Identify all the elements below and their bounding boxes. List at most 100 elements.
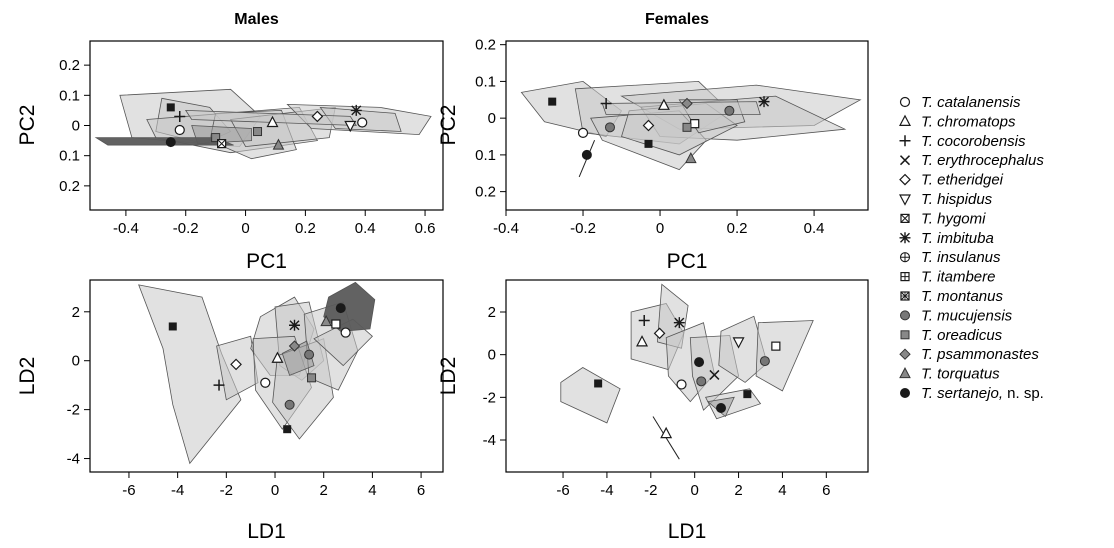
- legend-label: T. psammonastes: [921, 346, 1039, 363]
- points-group: [548, 96, 770, 164]
- data-point: [685, 151, 697, 164]
- data-point: [211, 133, 221, 143]
- legend-label: T. erythrocephalus: [921, 152, 1044, 169]
- x-axis-label: PC1: [246, 250, 287, 273]
- x-tick-label: 0.6: [415, 220, 436, 237]
- x-tick-label: 2: [320, 482, 328, 499]
- legend-label: T. cocorobensis: [921, 133, 1026, 150]
- legend-marker: [900, 272, 910, 282]
- legend-marker: [899, 232, 911, 244]
- y-tick-label: -2: [67, 402, 80, 419]
- legend-label: T. itambere: [921, 269, 995, 286]
- legend-entry: T. hygomi: [900, 210, 986, 227]
- data-point: [230, 358, 242, 371]
- legend-entry: T. mucujensis: [900, 307, 1013, 324]
- data-point: [253, 127, 263, 137]
- legend-label: T. etheridgei: [921, 172, 1004, 189]
- x-tick-label: 0: [691, 482, 699, 499]
- data-point: [682, 122, 692, 132]
- data-point: [357, 117, 368, 128]
- legend-entry: T. psammonastes: [899, 346, 1039, 363]
- y-tick-label: 0.1: [475, 147, 496, 164]
- legend-entry: T. erythrocephalus: [899, 152, 1044, 169]
- plot-frame: [505, 279, 869, 473]
- legend-entry: T. imbituba: [899, 230, 994, 247]
- legend-label: T. chromatops: [921, 113, 1016, 130]
- data-point: [724, 105, 735, 116]
- y-tick-label: 0.1: [59, 148, 80, 165]
- legend-label: T. insulanus: [921, 249, 1001, 266]
- legend-entry: T. hispidus: [899, 191, 993, 208]
- legend-marker: [899, 96, 911, 108]
- hull-8: [601, 101, 761, 115]
- panel-1: -0.4 -0.2 0 0.2 0.4 0.6 0.2 0.1 0 0.1 0.2 PC1 PC2 Mal…: [16, 11, 444, 273]
- data-point: [716, 403, 727, 413]
- hull-10: [94, 137, 234, 146]
- legend-marker: [899, 114, 911, 127]
- x-tick-label: -0.2: [173, 220, 199, 237]
- legend: T. catalanensis T. chromatops T. cocoroben…: [899, 94, 1044, 402]
- legend-marker: [900, 291, 910, 301]
- points-group: [594, 315, 781, 439]
- data-point: [657, 98, 670, 110]
- legend-entry: T. chromatops: [899, 113, 1016, 130]
- y-tick-label: 0.1: [59, 87, 80, 104]
- data-point: [577, 127, 589, 138]
- y-axis-label: LD2: [16, 357, 39, 396]
- data-point: [350, 104, 362, 116]
- legend-label: T. torquatus: [921, 366, 1000, 383]
- legend-entry: T. insulanus: [899, 249, 1001, 266]
- data-point: [168, 322, 177, 331]
- data-point: [166, 103, 175, 112]
- hull-1: [138, 284, 242, 465]
- plot-frame: [89, 279, 444, 473]
- legend-marker: [900, 388, 910, 398]
- data-point: [344, 120, 357, 133]
- legend-marker: [900, 213, 910, 223]
- x-tick-label: 0: [656, 220, 664, 237]
- x-axis-label: LD1: [668, 520, 707, 543]
- x-tick-label: -0.4: [113, 220, 139, 237]
- legend-marker: [899, 348, 911, 360]
- y-tick-label: 0: [72, 118, 80, 135]
- x-tick-label: 6: [417, 482, 425, 499]
- legend-entry: T. catalanensis: [899, 94, 1021, 111]
- legend-label: T. hygomi: [921, 210, 986, 227]
- x-tick-label: -4: [171, 482, 184, 499]
- data-point: [600, 97, 612, 109]
- legend-marker: [899, 252, 911, 263]
- legend-label: T. catalanensis: [921, 94, 1021, 111]
- data-point: [690, 119, 700, 129]
- data-point: [771, 341, 781, 351]
- y-axis-label: PC2: [437, 105, 460, 146]
- data-point: [335, 303, 346, 314]
- data-point: [283, 425, 292, 434]
- legend-label: T. imbituba: [921, 230, 994, 247]
- legend-marker: [899, 194, 911, 206]
- x-tick-label: -2: [644, 482, 657, 499]
- legend-marker: [899, 135, 911, 147]
- x-tick-label: -6: [122, 482, 135, 499]
- data-point: [320, 315, 332, 327]
- panel-title: Females: [645, 11, 709, 28]
- legend-marker: [899, 155, 911, 166]
- y-tick-label: 0: [488, 347, 496, 364]
- data-point: [213, 379, 225, 391]
- data-point: [307, 373, 317, 383]
- x-tick-label: 6: [822, 482, 830, 499]
- data-point: [260, 377, 271, 388]
- x-axis-label: LD1: [247, 520, 286, 543]
- data-point: [660, 426, 673, 439]
- x-tick-label: 0.4: [355, 220, 376, 237]
- y-tick-label: -4: [483, 432, 496, 449]
- legend-entry: T. etheridgei: [899, 172, 1004, 189]
- y-axis-label: PC2: [16, 105, 39, 146]
- legend-marker: [900, 330, 910, 340]
- data-point: [743, 390, 752, 399]
- y-tick-label: 0.2: [475, 184, 496, 201]
- data-point: [673, 317, 685, 329]
- hull-group: [94, 88, 432, 160]
- data-point: [217, 139, 227, 149]
- data-point: [696, 376, 707, 387]
